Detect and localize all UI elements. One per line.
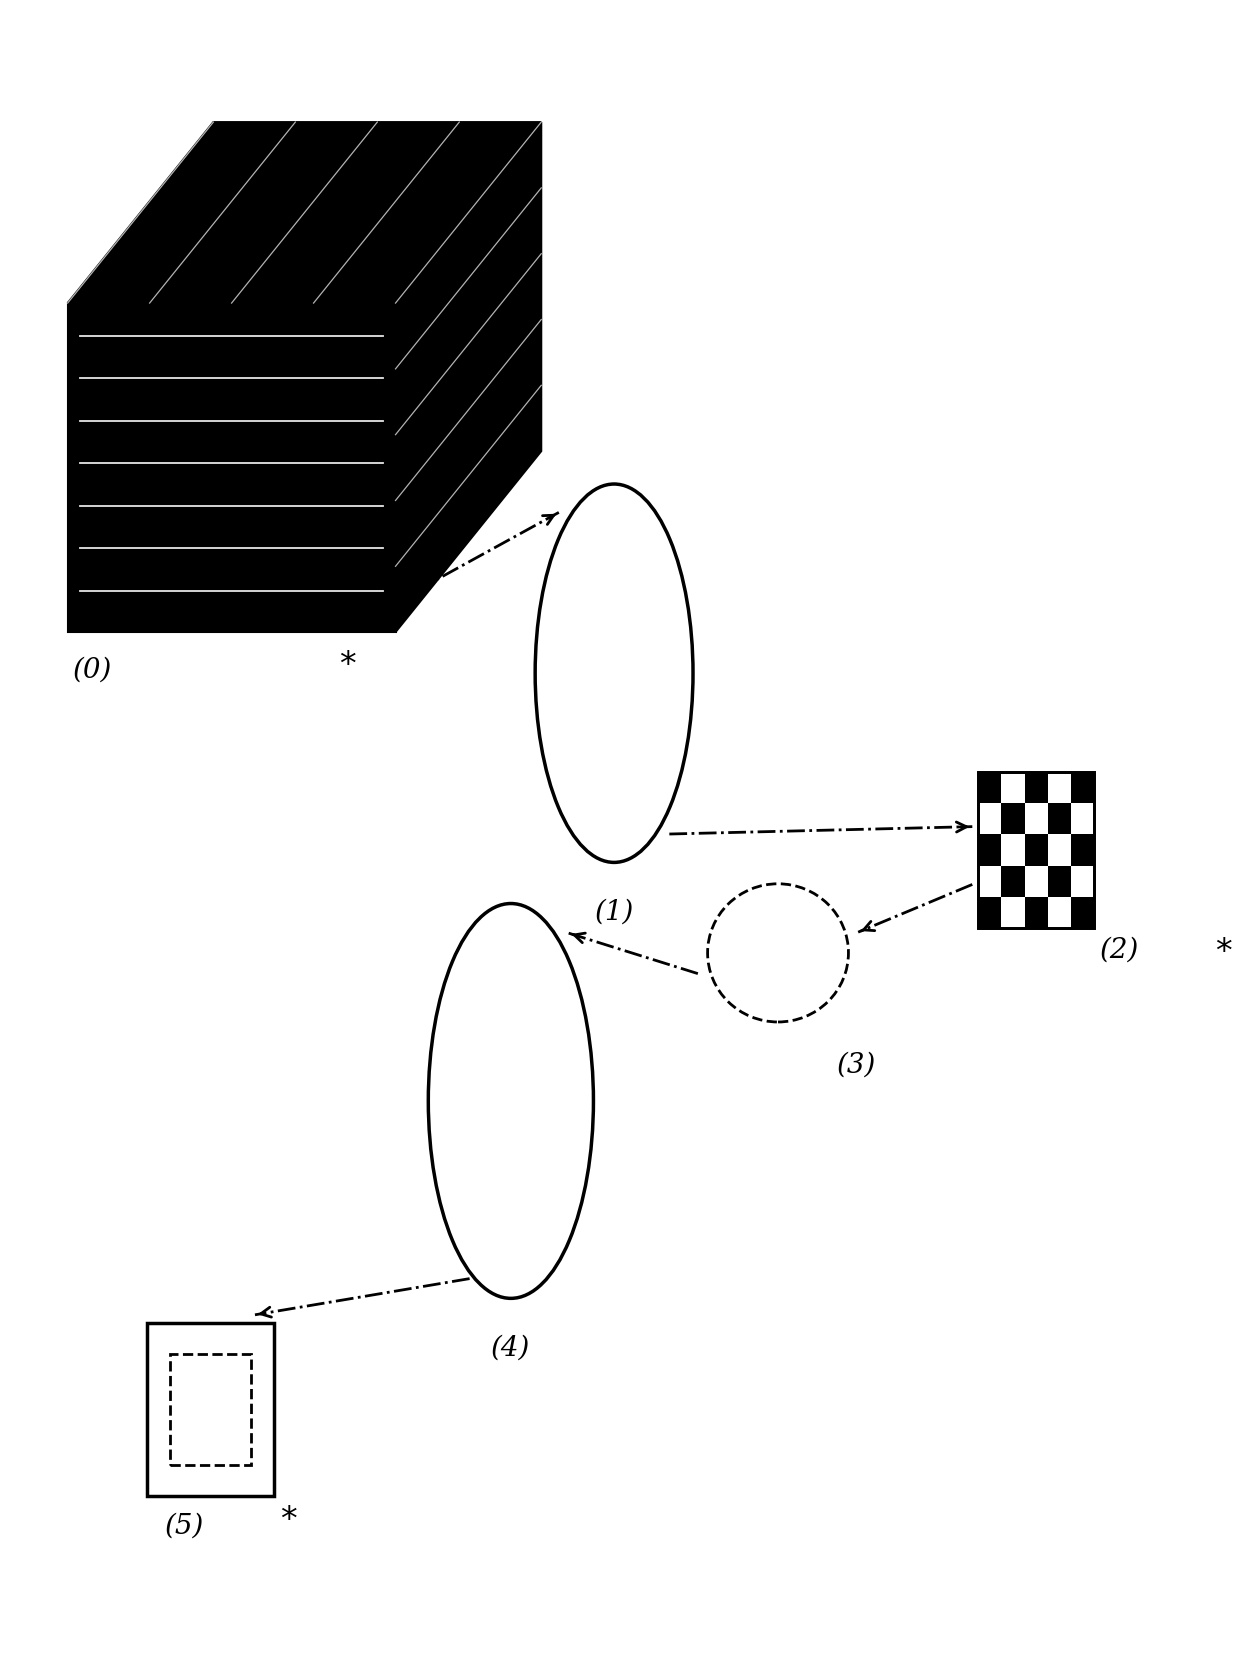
- Bar: [978, 771, 1002, 803]
- Bar: [1070, 898, 1094, 927]
- Bar: [1024, 898, 1048, 927]
- Bar: [978, 898, 1002, 927]
- Bar: [1024, 834, 1048, 866]
- Bar: [1070, 834, 1094, 866]
- Bar: [1048, 803, 1070, 834]
- Text: (2): (2): [1100, 936, 1140, 964]
- Polygon shape: [396, 123, 541, 632]
- Text: (4): (4): [491, 1334, 531, 1362]
- Bar: [170, 1354, 252, 1465]
- Bar: [978, 771, 1094, 927]
- Polygon shape: [68, 123, 541, 304]
- Bar: [146, 1322, 274, 1496]
- Text: (1): (1): [594, 899, 634, 926]
- Bar: [1002, 803, 1024, 834]
- Text: *: *: [280, 1505, 296, 1536]
- Text: *: *: [1215, 936, 1231, 969]
- Bar: [1048, 866, 1070, 898]
- Bar: [1070, 771, 1094, 803]
- Bar: [978, 771, 1094, 927]
- Text: (0): (0): [72, 657, 112, 684]
- Bar: [978, 834, 1002, 866]
- Bar: [1002, 866, 1024, 898]
- Polygon shape: [68, 304, 396, 632]
- Text: *: *: [339, 649, 355, 682]
- Text: (3): (3): [836, 1052, 875, 1078]
- Bar: [1024, 771, 1048, 803]
- Text: (5): (5): [165, 1513, 205, 1540]
